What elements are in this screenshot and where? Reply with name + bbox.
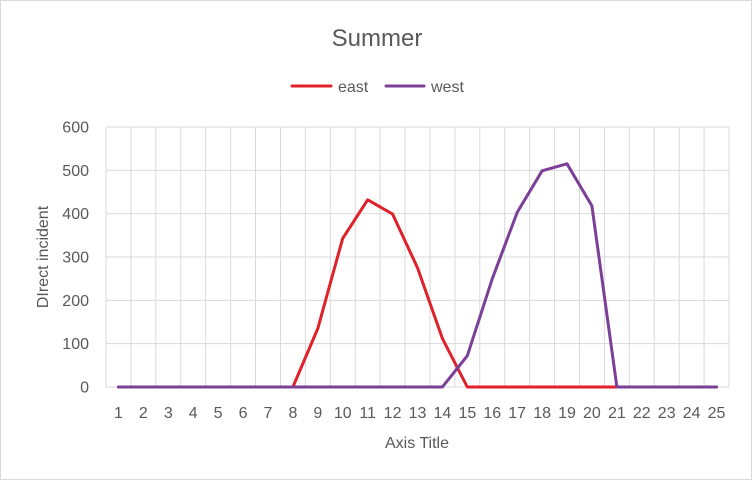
chart-title: Summer — [332, 25, 423, 52]
y-tick-label: 200 — [62, 293, 89, 310]
series-line-east — [117, 198, 718, 389]
x-tick-label: 8 — [288, 405, 297, 422]
legend-label-east: east — [338, 79, 369, 96]
x-tick-label: 23 — [658, 405, 676, 422]
x-tick-label: 12 — [384, 405, 402, 422]
x-tick-label: 16 — [483, 405, 501, 422]
x-tick-label: 4 — [189, 405, 198, 422]
y-tick-label: 400 — [62, 206, 89, 223]
plot-series — [117, 162, 718, 389]
x-tick-label: 11 — [359, 405, 376, 422]
x-tick-label: 14 — [434, 405, 452, 422]
x-tick-label: 1 — [114, 405, 123, 422]
x-tick-label: 21 — [608, 405, 626, 422]
legend: east west — [290, 79, 464, 96]
x-tick-label: 15 — [458, 405, 476, 422]
y-tick-label: 500 — [62, 163, 89, 180]
series-line-west — [117, 162, 718, 389]
x-axis-label: Axis Title — [385, 435, 449, 452]
y-axis-label: DIrect incident — [35, 205, 52, 308]
y-tick-label: 600 — [62, 120, 89, 137]
x-tick-label: 6 — [239, 405, 248, 422]
x-tick-label: 24 — [683, 405, 701, 422]
x-tick-label: 25 — [708, 405, 726, 422]
x-tick-label: 13 — [409, 405, 427, 422]
x-tick-label: 2 — [139, 405, 148, 422]
legend-label-west: west — [430, 79, 464, 96]
x-tick-label: 20 — [583, 405, 601, 422]
x-tick-label: 7 — [264, 405, 273, 422]
y-tick-label: 0 — [80, 380, 89, 397]
x-tick-label: 10 — [334, 405, 352, 422]
x-tick-label: 9 — [313, 405, 322, 422]
x-tick-label: 22 — [633, 405, 651, 422]
y-tick-label: 100 — [62, 336, 89, 353]
gridlines — [105, 126, 730, 388]
x-tick-label: 18 — [533, 405, 551, 422]
y-tick-label: 300 — [62, 250, 89, 267]
x-tick-label: 3 — [164, 405, 173, 422]
x-tick-label: 17 — [508, 405, 526, 422]
x-tick-label: 19 — [558, 405, 576, 422]
x-tick-label: 5 — [214, 405, 223, 422]
